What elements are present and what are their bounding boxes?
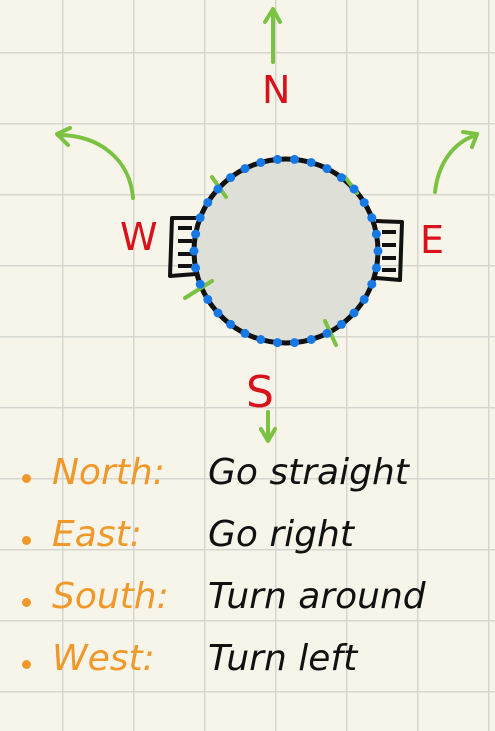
direction-legend: North: Go straight East: Go right South:… [18, 448, 488, 696]
legend-action: Turn left [208, 638, 358, 679]
legend-row-west: West: Turn left [18, 634, 488, 696]
legend-key: East: [52, 514, 142, 555]
legend-action: Go right [208, 514, 354, 555]
ring-dot [240, 164, 250, 174]
ring-dot [240, 328, 250, 338]
bullet-dot [22, 474, 31, 483]
ring-dot [273, 338, 282, 348]
ring-dot [195, 213, 205, 223]
ring-dot [290, 154, 299, 164]
ring-dots [189, 154, 383, 348]
ring-dot [306, 335, 316, 344]
north-label: N [262, 68, 291, 112]
ring-dot [290, 338, 299, 348]
ring-dot [203, 294, 213, 304]
ring-dot [322, 328, 332, 338]
ring-dot [213, 184, 223, 194]
ring-dot [371, 229, 381, 239]
ring-dot [359, 198, 369, 208]
legend-key: West: [52, 638, 155, 679]
ring-dot [191, 263, 201, 273]
ring-dot [256, 158, 266, 167]
east-curve-arrow [433, 133, 478, 194]
north-arrow-head [263, 7, 282, 24]
east-label: E [420, 218, 445, 262]
legend-action: Turn around [208, 576, 426, 617]
bullet-dot [22, 536, 31, 545]
ring-dot [373, 246, 383, 256]
west-handle [168, 216, 197, 278]
ring-dot [359, 294, 369, 304]
ring-dot [191, 229, 201, 239]
ring-dot [322, 164, 332, 174]
ring-dot [256, 335, 266, 344]
ring-dot [273, 154, 282, 164]
legend-row-east: East: Go right [18, 510, 488, 572]
west-curve-arrow-head [55, 126, 72, 147]
west-curve-arrow [56, 133, 135, 200]
bullet-dot [22, 598, 31, 607]
ring-dot [349, 308, 359, 318]
legend-key: North: [52, 452, 165, 493]
legend-row-north: North: Go straight [18, 448, 488, 510]
east-curve-arrow-head [461, 130, 479, 149]
ring-dot [226, 173, 236, 183]
ring-dot [367, 279, 377, 289]
ring-dot [203, 198, 213, 208]
legend-action: Go straight [208, 452, 409, 493]
south-arrow-head [259, 427, 277, 443]
ring-dot [371, 263, 381, 273]
direction-arrows [55, 7, 479, 443]
ring-dot [213, 308, 223, 318]
ring-dot [306, 158, 316, 167]
ring-dot [226, 319, 236, 329]
bullet-dot [22, 660, 31, 669]
east-handle [375, 219, 404, 282]
ring-dot [195, 279, 205, 289]
ring-dot [189, 246, 199, 256]
south-label: S [246, 367, 274, 418]
ring-dot [336, 319, 346, 329]
ring-dot [336, 173, 346, 183]
west-label: W [120, 215, 158, 259]
ring-dot [349, 184, 359, 194]
legend-key: South: [52, 576, 169, 617]
ring-dot [367, 213, 377, 223]
legend-row-south: South: Turn around [18, 572, 488, 634]
